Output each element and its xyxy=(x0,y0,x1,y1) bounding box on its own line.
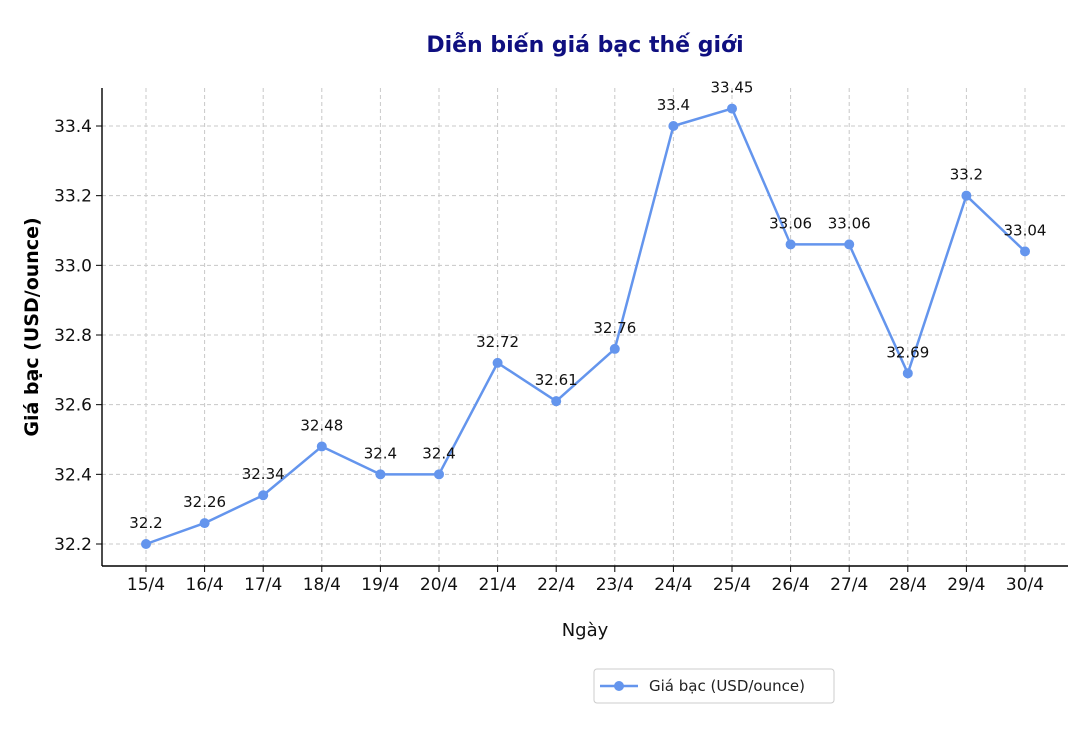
x-tick-label: 18/4 xyxy=(303,575,341,595)
y-tick-label: 32.6 xyxy=(54,396,92,416)
x-tick-label: 15/4 xyxy=(127,575,165,595)
x-tick-label: 24/4 xyxy=(654,575,692,595)
data-point xyxy=(141,539,151,549)
x-tick-label: 19/4 xyxy=(361,575,399,595)
chart-title: Diễn biến giá bạc thế giới xyxy=(426,33,743,58)
data-point xyxy=(844,239,855,250)
data-point xyxy=(258,490,269,501)
data-point xyxy=(785,239,796,250)
y-tick-label: 32.8 xyxy=(54,326,92,346)
data-point xyxy=(199,518,210,529)
data-point xyxy=(434,469,444,480)
y-tick-label: 33.2 xyxy=(54,187,92,207)
data-point xyxy=(375,469,386,480)
data-point xyxy=(668,121,679,131)
data-label: 32.48 xyxy=(300,416,343,434)
data-point xyxy=(727,103,737,114)
y-axis-label: Giá bạc (USD/ounce) xyxy=(21,217,43,436)
y-ticks: 32.2 32.4 32.6 32.8 33.0 33.2 33.4 xyxy=(54,117,102,555)
x-tick-label: 23/4 xyxy=(596,575,634,595)
x-tick-label: 26/4 xyxy=(772,575,810,595)
x-tick-label: 27/4 xyxy=(830,575,868,595)
data-label: 33.2 xyxy=(950,166,983,184)
series-layer xyxy=(141,103,1030,549)
x-axis-label: Ngày xyxy=(562,620,609,641)
x-tick-label: 20/4 xyxy=(420,575,458,595)
data-point xyxy=(902,368,913,379)
data-label: 33.45 xyxy=(711,79,754,97)
data-label: 33.04 xyxy=(1004,221,1047,239)
data-point xyxy=(316,441,327,452)
data-label: 32.4 xyxy=(364,444,397,462)
data-label: 32.34 xyxy=(242,465,285,483)
data-labels: 32.2 32.26 32.34 32.48 32.4 32.4 32.72 32.61 32.… xyxy=(129,79,1046,532)
data-label: 33.06 xyxy=(828,214,871,232)
data-point xyxy=(961,190,972,201)
legend-marker xyxy=(614,681,624,691)
data-label: 32.69 xyxy=(886,343,929,361)
data-label: 32.61 xyxy=(535,371,578,389)
x-tick-label: 28/4 xyxy=(889,575,927,595)
data-point xyxy=(492,357,503,368)
data-label: 32.72 xyxy=(476,333,519,351)
series-line xyxy=(145,107,1026,546)
data-label: 32.76 xyxy=(593,319,636,337)
data-point xyxy=(551,396,562,407)
x-ticks: 15/4 16/4 17/4 18/4 19/4 20/4 21/4 22/4 23/4 24/4… xyxy=(127,566,1044,595)
x-tick-label: 22/4 xyxy=(537,575,575,595)
grid xyxy=(102,88,1068,566)
x-tick-label: 29/4 xyxy=(947,575,985,595)
y-tick-label: 33.4 xyxy=(54,117,92,137)
legend-box xyxy=(593,668,835,704)
data-point xyxy=(609,343,620,354)
x-tick-label: 30/4 xyxy=(1006,575,1044,595)
legend: Giá bạc (USD/ounce) xyxy=(593,668,835,704)
data-label: 32.4 xyxy=(422,444,455,462)
legend-label: Giá bạc (USD/ounce) xyxy=(649,677,805,695)
data-label: 33.06 xyxy=(769,214,812,232)
data-point xyxy=(1020,246,1030,257)
x-tick-label: 21/4 xyxy=(479,575,517,595)
y-tick-label: 32.2 xyxy=(54,535,92,555)
x-tick-label: 25/4 xyxy=(713,575,751,595)
y-tick-label: 33.0 xyxy=(54,256,92,276)
data-label: 32.2 xyxy=(129,514,162,532)
data-label: 33.4 xyxy=(657,96,690,114)
x-tick-label: 16/4 xyxy=(186,575,224,595)
data-label: 32.26 xyxy=(183,493,226,511)
y-tick-label: 32.4 xyxy=(54,465,92,485)
x-tick-label: 17/4 xyxy=(244,575,282,595)
